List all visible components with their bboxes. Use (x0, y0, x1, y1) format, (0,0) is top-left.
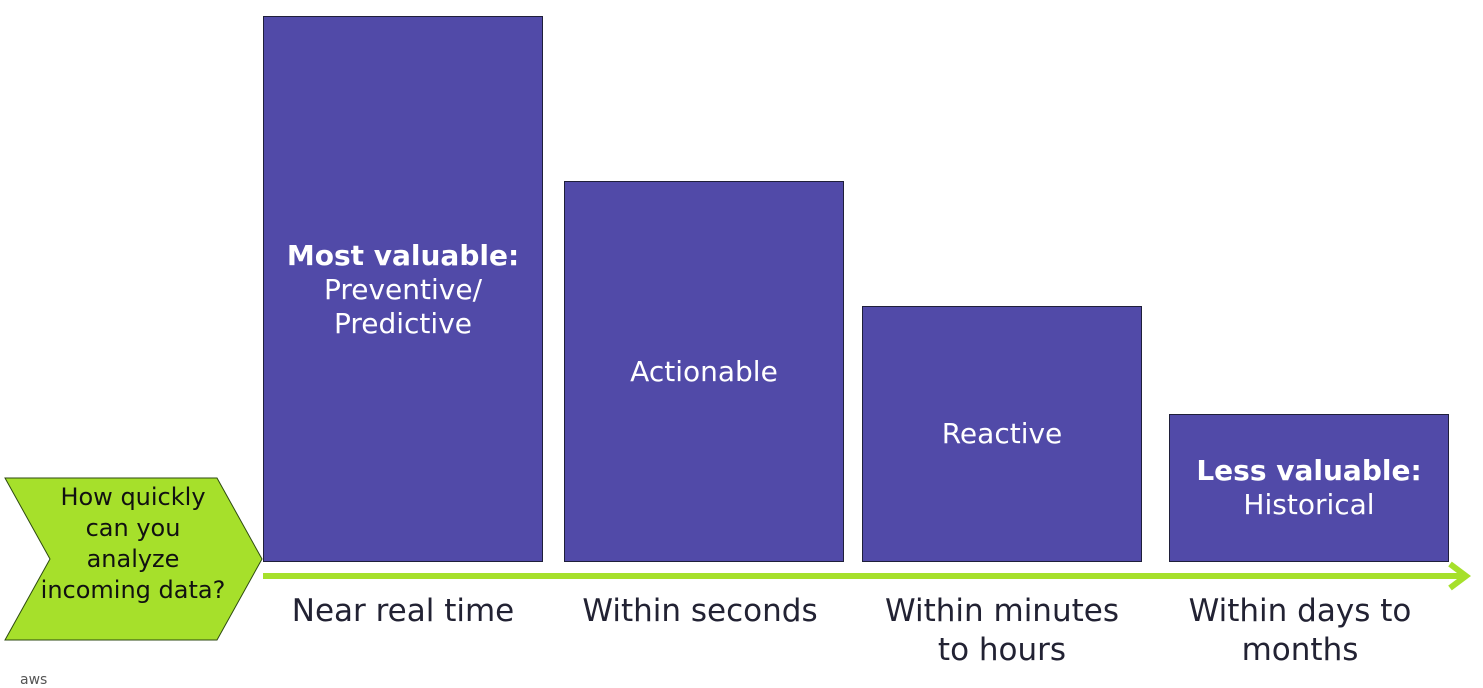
question-chevron (4, 477, 263, 641)
bar-heading: Less valuable: (1196, 454, 1422, 487)
bar-heading: Most valuable: (286, 239, 520, 272)
question-text: How quickly can you analyze incoming dat… (40, 483, 226, 604)
footer-logo-text: aws (20, 672, 48, 688)
bar-actionable: Actionable (564, 181, 844, 562)
bar-label: Reactive (941, 417, 1063, 450)
time-label-minutes-to-hours: Within minutes to hours (885, 593, 1119, 668)
bar-reactive: Reactive (862, 306, 1142, 562)
time-label-near-real-time: Near real time (291, 593, 515, 629)
bar-label: Historical (1243, 488, 1375, 521)
time-label-within-seconds: Within seconds (582, 593, 818, 629)
time-label-days-to-months: Within days to months (1188, 593, 1412, 668)
bar-most-valuable: Most valuable: Preventive/ Predictive (263, 16, 543, 562)
bar-less-valuable: Less valuable: Historical (1169, 414, 1449, 562)
bar-label: Actionable (630, 354, 778, 388)
time-axis-arrowhead (1448, 561, 1471, 591)
bar-label: Preventive/ Predictive (323, 273, 483, 340)
